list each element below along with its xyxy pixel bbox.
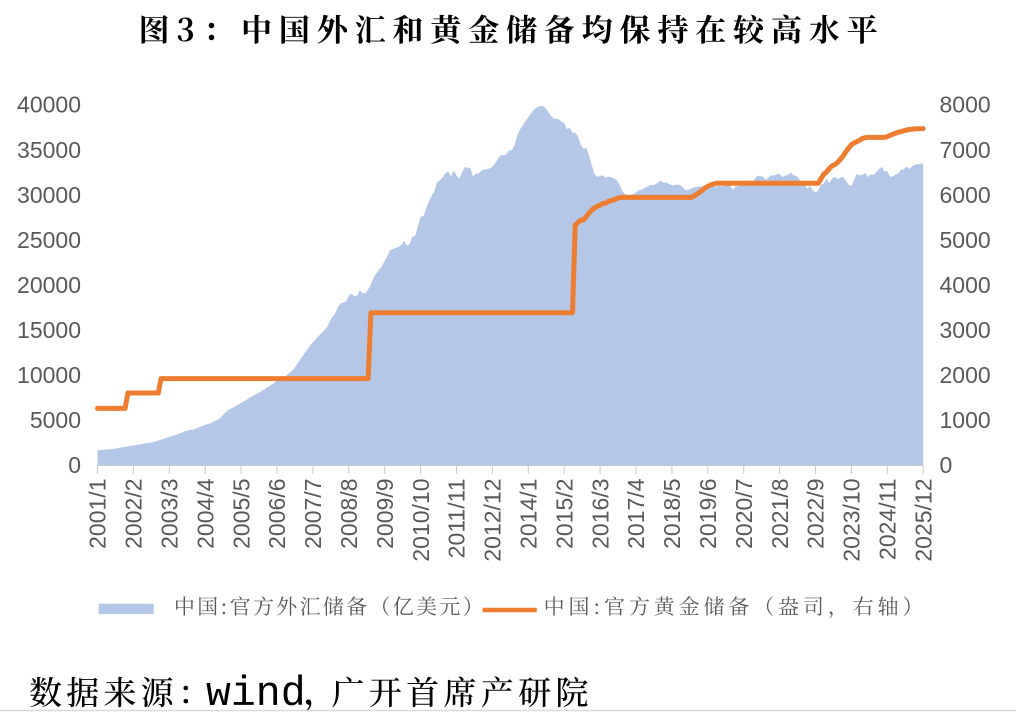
svg-text:2015/2: 2015/2: [551, 479, 577, 549]
svg-text:0: 0: [68, 452, 81, 478]
svg-text:4000: 4000: [940, 272, 991, 298]
svg-text:2014/1: 2014/1: [516, 479, 542, 549]
svg-text:35000: 35000: [17, 137, 81, 163]
svg-text:0: 0: [940, 452, 953, 478]
svg-text:2012/12: 2012/12: [480, 479, 506, 562]
svg-text:2007/7: 2007/7: [300, 479, 326, 549]
svg-text:10000: 10000: [17, 362, 81, 388]
svg-text:2017/4: 2017/4: [623, 478, 649, 549]
svg-text:wind: wind: [206, 671, 306, 715]
svg-text:2016/3: 2016/3: [587, 479, 613, 549]
svg-text:3000: 3000: [940, 317, 991, 343]
svg-text:1000: 1000: [940, 407, 991, 433]
svg-text:30000: 30000: [17, 182, 81, 208]
svg-text:15000: 15000: [17, 317, 81, 343]
svg-text:2000: 2000: [940, 362, 991, 388]
svg-text:20000: 20000: [17, 272, 81, 298]
svg-text:5000: 5000: [30, 407, 81, 433]
svg-text:2010/10: 2010/10: [408, 479, 434, 562]
svg-text:2003/3: 2003/3: [157, 479, 183, 549]
svg-text:2008/8: 2008/8: [336, 479, 362, 549]
svg-text:2025/12: 2025/12: [910, 479, 936, 562]
svg-text:40000: 40000: [17, 92, 81, 118]
svg-text:5000: 5000: [940, 227, 991, 253]
svg-text:2006/6: 2006/6: [264, 479, 290, 549]
svg-text:2005/5: 2005/5: [228, 479, 254, 549]
svg-text:2019/6: 2019/6: [695, 479, 721, 549]
svg-text:2004/4: 2004/4: [192, 478, 218, 549]
svg-text:2018/5: 2018/5: [659, 479, 685, 549]
svg-text:8000: 8000: [940, 92, 991, 118]
svg-text:2023/10: 2023/10: [839, 479, 865, 562]
svg-text:2001/1: 2001/1: [85, 479, 111, 549]
svg-text:2022/9: 2022/9: [803, 479, 829, 549]
svg-text:25000: 25000: [17, 227, 81, 253]
svg-text:7000: 7000: [940, 137, 991, 163]
svg-text:2021/8: 2021/8: [767, 479, 793, 549]
svg-text:2011/11: 2011/11: [444, 479, 470, 559]
svg-text:2002/2: 2002/2: [121, 479, 147, 549]
svg-text:2009/9: 2009/9: [372, 479, 398, 549]
svg-text:2020/7: 2020/7: [731, 479, 757, 549]
svg-text:2024/11: 2024/11: [875, 479, 901, 560]
svg-text:6000: 6000: [940, 182, 991, 208]
